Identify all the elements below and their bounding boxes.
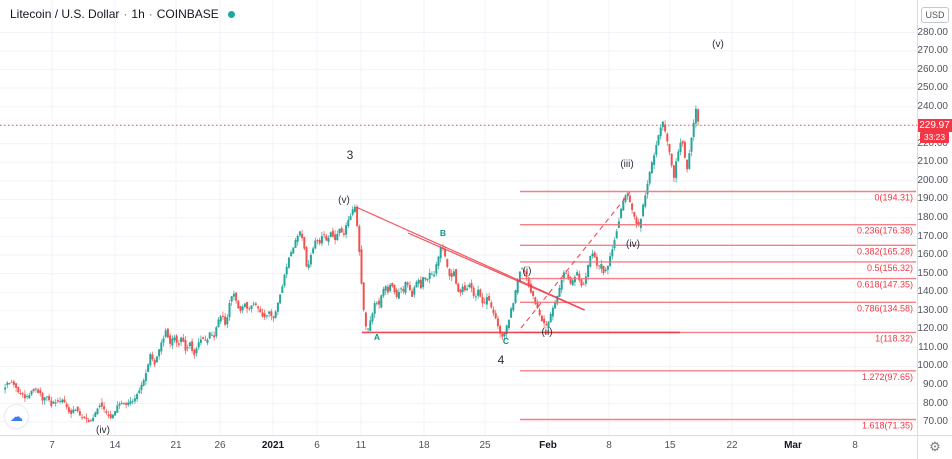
time-axis-label: 25 [479, 440, 491, 451]
price-axis-label: 180.00 [917, 212, 948, 223]
fib-level-label: 0.382(165.28) [857, 246, 913, 256]
price-axis-label: 220.00 [917, 138, 948, 149]
price-axis-label: 120.00 [917, 323, 948, 334]
currency-button[interactable]: USD [921, 7, 949, 23]
elliott-wave-label[interactable]: (i) [523, 266, 532, 277]
price-axis-label: 250.00 [917, 82, 948, 93]
publish-button[interactable]: ☁ [4, 404, 29, 429]
elliott-wave-label[interactable]: (iii) [620, 159, 633, 170]
abc-wave-label[interactable]: C [503, 336, 509, 346]
descending-trendline[interactable] [407, 232, 585, 311]
price-axis-label: 70.00 [922, 416, 948, 427]
fib-level-label: 1.272(97.65) [862, 372, 913, 382]
descending-trendline[interactable] [355, 206, 586, 311]
price-axis[interactable]: USD 229.97 33:23 280.00 270.00 260.00 250.0… [917, 0, 952, 435]
candlestick-chart[interactable]: 0(194.31) 0.236(176.38) 0.382(165.28) 0.5(1… [0, 0, 917, 435]
price-axis-label: 170.00 [917, 231, 948, 242]
gear-icon[interactable]: ⚙ [929, 439, 941, 454]
elliott-wave-label[interactable]: 3 [347, 148, 354, 162]
axis-divider-horizontal [0, 435, 952, 436]
cloud-icon: ☁ [10, 409, 23, 424]
time-axis-label: 14 [109, 440, 121, 451]
price-axis-label: 90.00 [922, 379, 948, 390]
fib-level-label: 0(194.31) [874, 193, 913, 203]
title-separator: · [123, 7, 128, 21]
fib-level-label: 0.236(176.38) [857, 226, 913, 236]
time-axis-label: 22 [726, 440, 738, 451]
market-status-icon [227, 11, 235, 18]
exchange-label: COINBASE [156, 7, 219, 21]
interval-label: 1h [131, 7, 145, 21]
time-axis-label: 8 [852, 440, 858, 451]
fib-level-label: 0.786(134.58) [857, 303, 913, 313]
elliott-wave-label[interactable]: 4 [498, 353, 505, 367]
abc-wave-label[interactable]: B [440, 228, 446, 238]
fib-level-label: 0.5(156.32) [867, 263, 913, 273]
time-axis-label: 21 [170, 440, 182, 451]
candles [4, 105, 700, 423]
price-axis-label: 80.00 [922, 398, 948, 409]
elliott-wave-label[interactable]: (v) [712, 39, 724, 50]
axis-settings-corner: ⚙ [918, 436, 952, 459]
symbol-title[interactable]: Litecoin / U.S. Dollar · 1h · COINBASE [10, 7, 235, 21]
symbol-name: Litecoin / U.S. Dollar [10, 7, 120, 21]
time-axis-label: 26 [214, 440, 226, 451]
price-axis-label: 160.00 [917, 249, 948, 260]
dashed-impulse-line[interactable] [520, 191, 631, 329]
bar-countdown-badge: 33:23 [920, 132, 949, 143]
time-axis-label: 15 [664, 440, 676, 451]
fib-retracement[interactable]: 0(194.31) 0.236(176.38) 0.382(165.28) 0.5(1… [520, 190, 916, 431]
time-axis-label: 7 [49, 440, 55, 451]
price-axis-label: 280.00 [917, 27, 948, 38]
elliott-wave-label[interactable]: (iv) [626, 239, 640, 250]
fib-level-label: 1.618(71.35) [862, 421, 913, 431]
price-axis-label: 240.00 [917, 101, 948, 112]
price-axis-label: 200.00 [917, 175, 948, 186]
axis-divider-vertical [917, 0, 918, 459]
elliott-wave-label[interactable]: (v) [338, 195, 350, 206]
last-price-badge: 229.97 [917, 119, 952, 132]
grid [0, 0, 917, 435]
time-axis-label: 6 [314, 440, 320, 451]
fib-level-label: 0.618(147.35) [857, 280, 913, 290]
price-axis-label: 190.00 [917, 193, 948, 204]
time-axis-label: 18 [418, 440, 430, 451]
price-axis-label: 260.00 [917, 64, 948, 75]
price-axis-label: 130.00 [917, 305, 948, 316]
time-axis-label: Mar [784, 440, 802, 451]
price-axis-label: 150.00 [917, 268, 948, 279]
elliott-wave-label[interactable]: (iv) [96, 425, 110, 435]
title-separator: · [148, 7, 153, 21]
price-axis-label: 270.00 [917, 45, 948, 56]
price-axis-label: 140.00 [917, 286, 948, 297]
price-axis-label: 210.00 [917, 156, 948, 167]
time-axis[interactable]: 7 14 21 26 2021 6 11 18 25 Feb 8 15 22 Mar 8 [0, 435, 917, 459]
elliott-wave-label[interactable]: (ii) [541, 327, 552, 338]
price-axis-label: 100.00 [917, 360, 948, 371]
time-axis-label: 2021 [261, 440, 285, 451]
time-axis-label: 8 [606, 440, 612, 451]
fib-level-label: 1(118.32) [875, 333, 913, 343]
time-axis-label: Feb [539, 440, 557, 451]
price-axis-label: 110.00 [918, 342, 948, 353]
time-axis-label: 11 [355, 440, 367, 451]
abc-wave-label[interactable]: A [374, 332, 380, 342]
